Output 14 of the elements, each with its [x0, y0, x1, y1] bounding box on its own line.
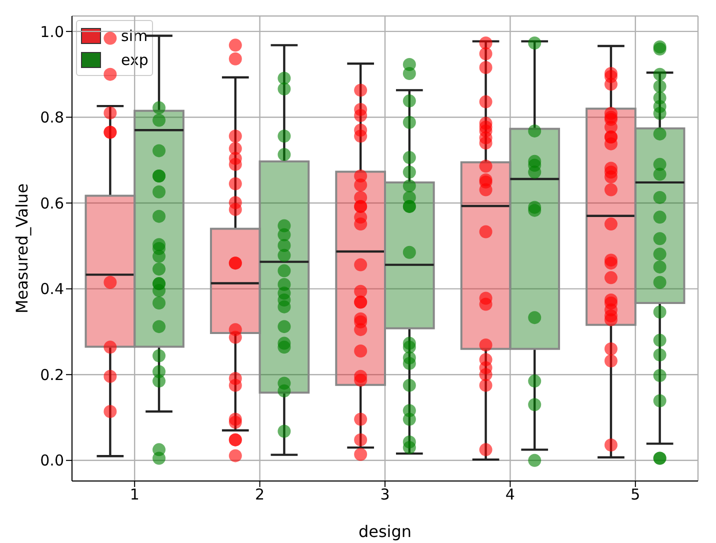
y-tick-label: 1.0: [40, 22, 64, 41]
y-axis-title: Measured_Value: [12, 183, 32, 314]
y-tick-label: 0.0: [40, 452, 64, 470]
x-axis-title: design: [358, 522, 412, 541]
x-tick-label: 4: [505, 486, 515, 504]
y-tick-label: 0.2: [40, 366, 64, 384]
legend-label: exp: [121, 50, 148, 71]
y-tick-label: 0.4: [40, 280, 64, 298]
y-tick-label: 0.6: [40, 194, 64, 212]
x-tick-label: 1: [130, 486, 140, 504]
x-tick-label: 2: [255, 486, 265, 504]
x-tick-label: 5: [630, 486, 640, 504]
y-tick-label: 0.8: [40, 108, 64, 127]
x-tick-label: 3: [380, 486, 390, 504]
